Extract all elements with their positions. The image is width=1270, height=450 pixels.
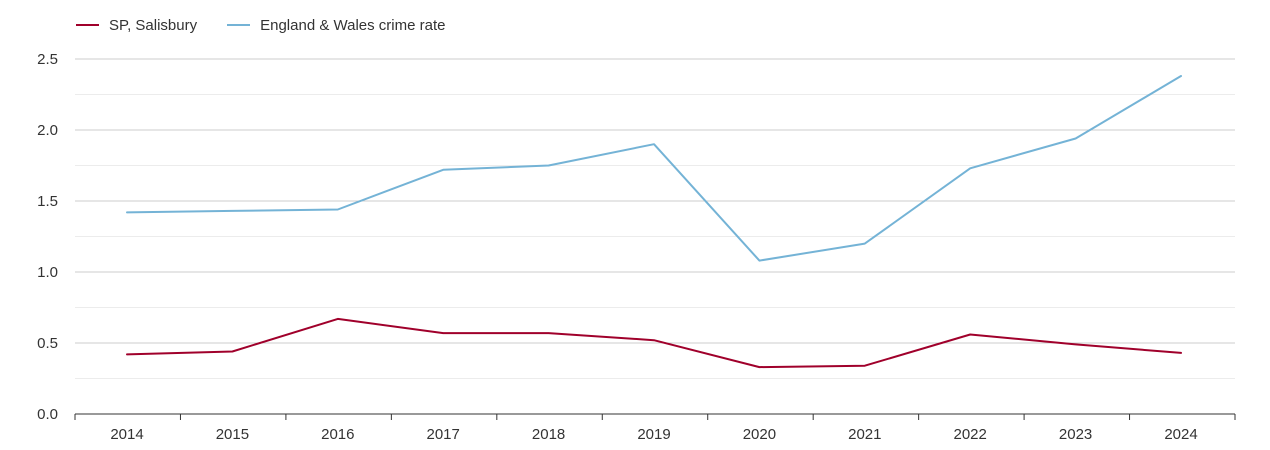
chart-legend: SP, Salisbury England & Wales crime rate [76, 15, 475, 35]
x-tick-label: 2014 [110, 426, 143, 443]
legend-item-england-wales[interactable]: England & Wales crime rate [227, 17, 445, 34]
x-tick-label: 2015 [216, 426, 249, 443]
y-tick-label: 2.5 [37, 51, 58, 68]
axes [74, 413, 1236, 420]
legend-item-salisbury[interactable]: SP, Salisbury [76, 17, 197, 34]
x-tick-label: 2023 [1059, 426, 1092, 443]
series-line-1[interactable] [126, 75, 1182, 262]
gridlines [75, 58, 1235, 379]
y-tick-label: 0.5 [37, 335, 58, 352]
legend-label-salisbury: SP, Salisbury [109, 16, 198, 34]
x-tick-label: 2018 [532, 426, 565, 443]
x-tick-label: 2019 [637, 426, 670, 443]
x-tick-label: 2017 [427, 426, 460, 443]
x-tick-label: 2022 [954, 426, 987, 443]
y-tick-label: 0.0 [37, 406, 58, 423]
y-tick-label: 1.0 [37, 264, 58, 281]
legend-swatch-salisbury [76, 24, 99, 26]
series-line-0[interactable] [126, 317, 1182, 369]
y-tick-label: 1.5 [37, 193, 58, 210]
series-lines [126, 75, 1182, 369]
x-tick-label: 2021 [848, 426, 881, 443]
x-tick-label: 2016 [321, 426, 354, 443]
x-tick-label: 2024 [1164, 426, 1197, 443]
y-tick-label: 2.0 [37, 122, 58, 139]
legend-label-england-wales: England & Wales crime rate [260, 16, 446, 34]
tick-labels: 0.0 0.5 1.0 1.5 2.0 2.5 2014 2015 2016 2017 2018 20… [37, 51, 1198, 443]
x-tick-label: 2020 [743, 426, 776, 443]
legend-swatch-england-wales [227, 24, 251, 26]
